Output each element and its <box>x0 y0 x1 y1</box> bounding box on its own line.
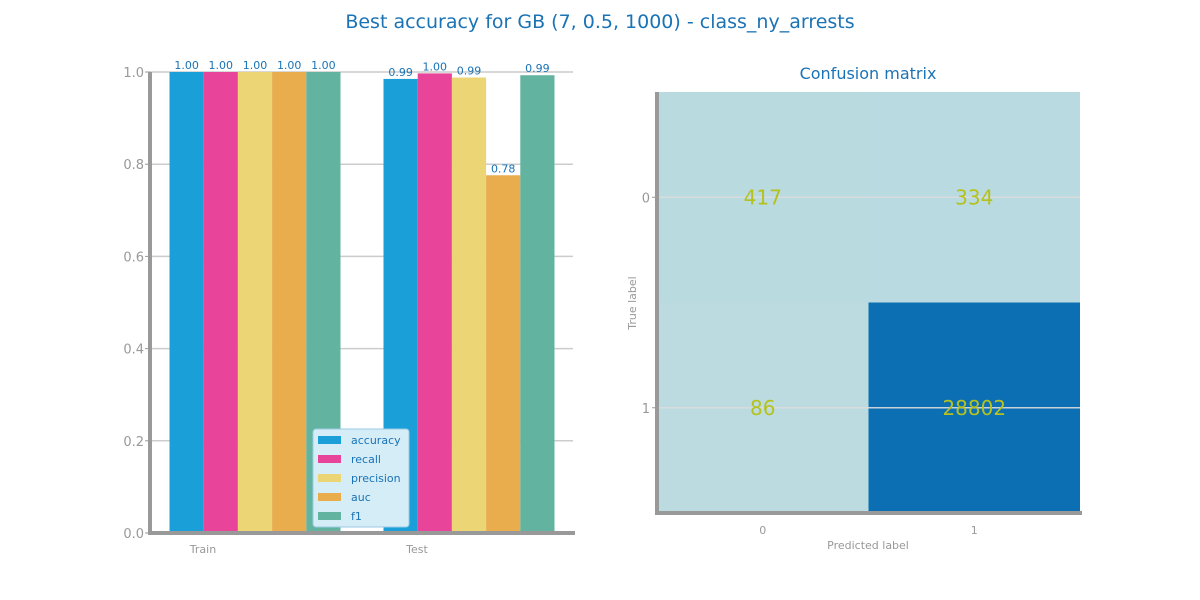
legend: accuracy recall precision auc f1 <box>312 428 410 528</box>
bar-value-labels: 1.00 0.99 1.00 1.00 1.00 0.99 1.00 0.78 1.00 0.99 <box>174 59 549 175</box>
bar-x-tick-labels: Train Test <box>189 543 429 556</box>
bar-chart: 1.00 0.99 1.00 1.00 1.00 0.99 1.00 0.78 1.00 0.99… <box>123 59 575 556</box>
bar-recall <box>417 73 452 534</box>
bar-precision <box>237 72 273 533</box>
confusion-matrix-cells <box>657 92 1080 513</box>
bar-accuracy <box>169 72 204 533</box>
matrix-cell-value: 334 <box>955 185 993 209</box>
y-axis-label: True label <box>626 276 639 330</box>
bar-y-tick-labels: 0.0 0.2 0.4 0.6 0.8 1.0 <box>123 66 150 542</box>
legend-label: accuracy <box>351 434 401 447</box>
bar-auc <box>272 72 307 533</box>
y-tick-label: 0.0 <box>123 527 144 542</box>
bar-value-label: 1.00 <box>423 60 448 73</box>
bar-value-label: 1.00 <box>311 59 336 72</box>
matrix-cell-value: 86 <box>750 396 775 420</box>
bar-value-label: 1.00 <box>243 59 268 72</box>
bar-value-label: 0.99 <box>525 62 550 75</box>
confusion-matrix-grid <box>657 196 1080 409</box>
bar-value-label: 0.78 <box>491 162 516 175</box>
x-axis-label: Predicted label <box>827 539 909 552</box>
y-tick-label: 0.8 <box>123 158 144 173</box>
legend-label: recall <box>351 453 381 466</box>
y-tick-label: 1 <box>642 402 650 417</box>
legend-label: f1 <box>351 510 362 523</box>
x-tick-label: 0 <box>759 524 766 537</box>
legend-box <box>312 428 410 528</box>
bar-recall <box>203 72 238 533</box>
x-tick-label: 1 <box>971 524 978 537</box>
legend-swatch-auc <box>318 493 341 501</box>
matrix-cell-value: 28802 <box>942 396 1006 420</box>
bar-value-label: 1.00 <box>209 59 234 72</box>
bars <box>169 72 555 534</box>
legend-swatch-f1 <box>318 512 341 520</box>
bar-value-label: 0.99 <box>457 65 482 78</box>
legend-swatch-accuracy <box>318 436 341 444</box>
bar-precision <box>451 77 487 534</box>
x-tick-label: Train <box>189 543 216 556</box>
legend-swatch-recall <box>318 455 341 463</box>
confusion-matrix-tick-labels: 0 1 0 1 <box>642 191 978 537</box>
bar-axes <box>148 72 575 535</box>
bar-value-label: 1.00 <box>174 59 199 72</box>
figure-title: Best accuracy for GB (7, 0.5, 1000) - cl… <box>345 11 854 33</box>
matrix-cell-value: 417 <box>744 185 782 209</box>
y-tick-label: 1.0 <box>123 66 144 81</box>
bar-auc <box>486 175 521 533</box>
x-tick-label: Test <box>405 543 428 556</box>
legend-swatch-precision <box>318 474 341 482</box>
confusion-matrix-axes <box>655 92 1082 515</box>
y-tick-label: 0.2 <box>123 435 144 450</box>
bar-value-label: 1.00 <box>277 59 302 72</box>
confusion-matrix-title: Confusion matrix <box>800 64 937 83</box>
y-tick-label: 0 <box>642 191 650 206</box>
y-tick-label: 0.6 <box>123 250 144 265</box>
bar-f1 <box>520 75 555 534</box>
confusion-matrix-values: 417 334 86 28802 <box>744 185 1006 420</box>
confusion-matrix-chart: Confusion matrix 417 334 86 28802 0 1 0 1 Pred… <box>626 64 1082 552</box>
legend-label: precision <box>351 472 401 485</box>
legend-label: auc <box>351 491 371 504</box>
y-tick-label: 0.4 <box>123 343 144 358</box>
bar-value-label: 0.99 <box>388 66 413 79</box>
